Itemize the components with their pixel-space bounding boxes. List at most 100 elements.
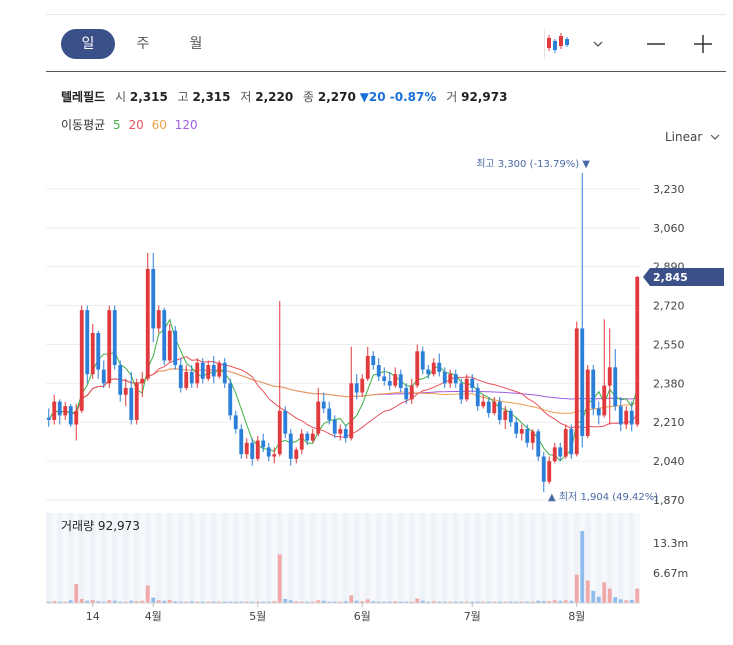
volume-bar	[536, 600, 541, 603]
candle-body	[624, 410, 629, 425]
volume-bar	[85, 600, 90, 603]
ma-5-label[interactable]: 5	[113, 118, 121, 132]
candle-body	[74, 410, 79, 425]
candle-body	[123, 387, 128, 395]
candle-body	[173, 330, 178, 366]
candle-body	[519, 429, 524, 434]
candle-body	[228, 383, 233, 416]
volume-stripe	[222, 513, 228, 603]
volume-bar	[79, 598, 84, 603]
candle-body	[310, 433, 315, 441]
close-value: 2,270	[317, 90, 356, 104]
volume-bar	[481, 601, 486, 603]
volume-bar	[277, 554, 282, 603]
volume-bar	[464, 601, 469, 603]
candle-body	[211, 365, 216, 377]
candle-body	[360, 378, 365, 393]
candle-body	[602, 385, 607, 416]
zoom-out-button[interactable]	[641, 29, 671, 59]
candle-body	[266, 447, 271, 457]
volume-stripe	[629, 513, 635, 603]
candlestick-icon	[547, 33, 569, 53]
candle-body	[321, 401, 326, 409]
volume-bar	[387, 601, 392, 603]
volume-bar	[602, 582, 607, 603]
candle-body	[508, 410, 513, 423]
chevron-down-icon	[593, 41, 603, 47]
candle-body	[552, 447, 557, 462]
volume-bar	[68, 600, 73, 603]
candle-body	[63, 406, 68, 416]
volume-bar	[530, 601, 535, 603]
candle-body	[338, 429, 343, 434]
volume-bar	[354, 600, 359, 603]
open-label: 시	[115, 90, 127, 104]
candle-body	[607, 367, 612, 386]
price-info-bar: 텔레필드 시 2,315 고 2,315 저 2,220 종 2,270 ▼20…	[61, 88, 507, 105]
volume-bar	[398, 601, 403, 603]
volume-stripe	[156, 513, 162, 603]
high-value: 2,315	[192, 90, 231, 104]
volume-stripe	[497, 513, 503, 603]
candle-body	[420, 351, 425, 370]
volume-stripe	[475, 513, 481, 603]
volume-bar	[96, 601, 101, 603]
volume-bar	[123, 601, 128, 603]
ma-20-label[interactable]: 20	[128, 118, 144, 132]
volume-stripe	[365, 513, 371, 603]
low-annotation: ▲ 최저 1,904 (49.42%)	[548, 491, 658, 503]
volume-stripe	[178, 513, 184, 603]
candle-body	[558, 447, 563, 457]
candle-body	[332, 419, 337, 434]
candle-body	[316, 401, 321, 434]
candle-body	[52, 401, 57, 420]
ma-120-label[interactable]: 120	[174, 118, 198, 132]
volume-stripe	[464, 513, 470, 603]
candle-body	[464, 378, 469, 400]
volume-bar	[508, 601, 513, 603]
chart-type-selector[interactable]	[544, 29, 631, 59]
volume-bar	[195, 601, 200, 603]
volume-bar	[596, 596, 601, 603]
candle-body	[409, 385, 414, 400]
tab-day[interactable]: 일	[61, 29, 115, 59]
volume-bar	[74, 584, 79, 603]
candle-body	[431, 362, 436, 375]
high-annotation: 최고 3,300 (-13.79%) ▼	[476, 158, 590, 170]
volume-bar	[585, 580, 590, 603]
volume-bar	[233, 601, 238, 603]
volume-bar	[431, 601, 436, 603]
volume-stripe	[200, 513, 206, 603]
ma-60-label[interactable]: 60	[151, 118, 167, 132]
volume-stripe	[288, 513, 294, 603]
candle-body	[195, 362, 200, 384]
candle-body	[189, 371, 194, 384]
volume-bar	[591, 590, 596, 603]
current-price-marker: 2,845	[643, 267, 724, 286]
zoom-in-button[interactable]	[688, 29, 718, 59]
volume-bar	[261, 601, 266, 603]
x-tick-label: 7월	[464, 610, 481, 623]
x-tick-label: 6월	[354, 610, 371, 623]
candle-body	[217, 362, 222, 377]
volume-bar	[426, 601, 431, 603]
scale-selector[interactable]: Linear	[665, 130, 720, 144]
tab-week[interactable]: 주	[136, 36, 150, 52]
candle-body	[437, 362, 442, 372]
tab-month[interactable]: 월	[189, 36, 203, 52]
change-value: ▼20 -0.87%	[359, 90, 437, 104]
volume-stripe	[563, 513, 569, 603]
volume-stripe	[541, 513, 547, 603]
x-tick-label: 8월	[568, 610, 585, 623]
volume-bar	[552, 600, 557, 603]
candle-body	[492, 401, 497, 414]
volume-bar	[321, 600, 326, 603]
candle-body	[145, 268, 150, 379]
low-value: 2,220	[255, 90, 294, 104]
volume-bar	[563, 600, 568, 603]
volume-tick-label: 13.3m	[653, 537, 688, 550]
candle-body	[134, 383, 139, 420]
candle-body	[585, 369, 590, 436]
volume-stripe	[387, 513, 393, 603]
